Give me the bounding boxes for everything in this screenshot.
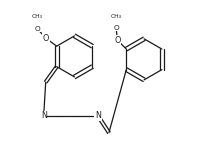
Text: CH₃: CH₃: [32, 14, 43, 19]
Text: N: N: [41, 111, 47, 120]
Text: O: O: [43, 34, 49, 43]
Text: CH₃: CH₃: [111, 14, 121, 19]
Text: O: O: [113, 25, 119, 31]
Text: O: O: [114, 36, 121, 45]
Text: O: O: [34, 26, 40, 32]
Text: N: N: [95, 111, 101, 120]
